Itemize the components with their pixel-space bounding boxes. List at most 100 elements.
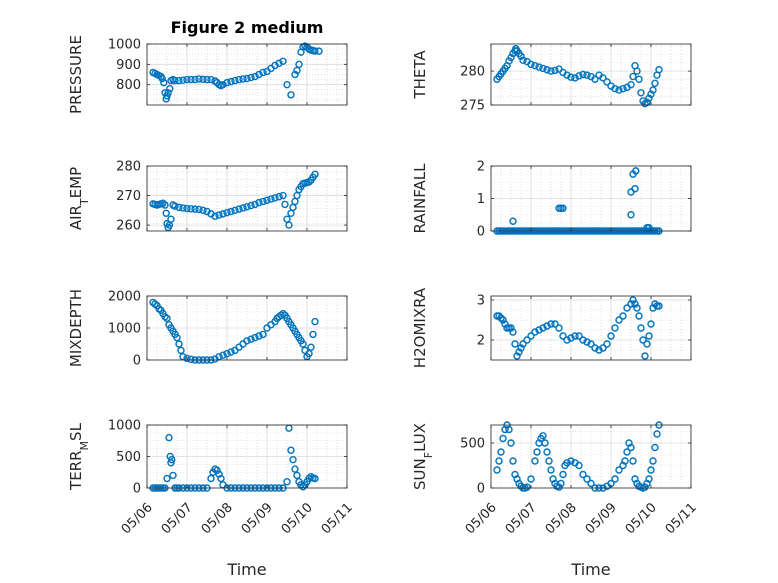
data-point — [168, 455, 176, 464]
data-point — [187, 205, 195, 213]
data-point — [575, 332, 583, 340]
x-tick-label: 05/10 — [279, 500, 316, 537]
data-point — [243, 337, 251, 345]
x-tick-label: 05/07 — [159, 500, 196, 537]
data-point — [647, 90, 655, 98]
data-point — [621, 457, 629, 465]
data-point — [203, 75, 211, 84]
data-point — [599, 74, 607, 82]
data-point — [545, 457, 553, 465]
data-point — [227, 207, 235, 216]
data-point — [523, 483, 531, 491]
data-point — [275, 193, 283, 201]
data-point — [281, 200, 289, 209]
data-point — [187, 355, 195, 364]
data-point — [285, 221, 293, 229]
data-point — [639, 336, 647, 344]
data-point — [535, 326, 543, 334]
data-point — [247, 201, 255, 210]
data-point — [227, 77, 235, 86]
data-point — [551, 320, 559, 328]
data-point — [307, 343, 315, 351]
data-point — [631, 185, 639, 193]
data-point — [267, 195, 275, 203]
data-point — [603, 340, 611, 348]
data-point — [187, 75, 195, 84]
data-point — [579, 70, 587, 79]
axes-box — [490, 43, 692, 106]
data-point — [559, 204, 567, 212]
data-point — [623, 304, 631, 312]
data-point — [629, 72, 637, 81]
y-tick-label: 1000 — [108, 38, 141, 53]
data-point — [227, 348, 235, 356]
data-point — [567, 73, 575, 81]
data-point — [207, 75, 215, 84]
y-tick-label: 0 — [133, 354, 141, 369]
data-point — [637, 89, 645, 97]
data-point — [539, 64, 547, 73]
data-point — [213, 466, 221, 475]
data-point — [647, 320, 655, 328]
data-point — [495, 312, 503, 320]
data-point — [497, 314, 505, 322]
x-tick-label: 05/11 — [663, 500, 700, 537]
subplot-2: 275 280 THETA — [411, 43, 692, 114]
data-point — [627, 300, 635, 308]
data-point — [559, 470, 567, 479]
x-tick-label: 05/08 — [543, 500, 580, 537]
data-point — [175, 340, 183, 348]
data-point — [315, 47, 323, 55]
data-point — [555, 324, 563, 332]
data-point — [509, 457, 517, 465]
data-point — [517, 52, 525, 60]
data-point — [291, 70, 299, 79]
data-point — [611, 85, 619, 93]
data-point — [179, 76, 187, 84]
y-tick-label: 500 — [116, 450, 141, 465]
data-point — [279, 191, 287, 200]
data-point — [501, 320, 509, 328]
data-point — [311, 170, 319, 178]
data-point — [183, 204, 191, 213]
data-point — [251, 333, 259, 342]
data-point — [583, 475, 591, 483]
data-point — [291, 465, 299, 473]
y-tick-label: 260 — [116, 219, 141, 234]
y-axis-label: SUNFLUX — [411, 423, 435, 490]
y-tick-label: 800 — [116, 78, 141, 93]
data-point — [195, 205, 203, 214]
data-point — [519, 340, 527, 348]
data-point — [615, 466, 623, 474]
y-tick-label: 1000 — [108, 419, 141, 434]
data-point — [287, 446, 295, 454]
data-point — [509, 328, 517, 336]
data-point — [611, 324, 619, 332]
x-tick-label: 05/06 — [463, 500, 500, 537]
data-point — [509, 217, 517, 225]
data-point — [259, 197, 267, 206]
data-point — [651, 443, 659, 452]
data-point — [507, 53, 515, 62]
data-point — [619, 312, 627, 320]
data-point — [161, 201, 169, 209]
plot-area — [491, 425, 691, 488]
data-point — [543, 448, 551, 456]
data-point — [507, 324, 515, 332]
data-point — [517, 344, 525, 352]
data-point — [649, 457, 657, 465]
x-tick-label: 05/09 — [239, 500, 276, 537]
y-tick-label: 280 — [460, 65, 485, 80]
data-point — [231, 206, 239, 215]
data-point — [631, 300, 639, 308]
data-point — [647, 466, 655, 474]
data-point — [531, 457, 539, 465]
data-point — [219, 351, 227, 359]
data-point — [547, 320, 555, 328]
data-point — [629, 296, 637, 304]
data-point — [583, 338, 591, 346]
y-axis-label: RAINFALL — [411, 163, 429, 234]
data-point — [207, 474, 215, 483]
data-point — [309, 330, 317, 339]
y-tick-label: 0 — [477, 482, 485, 497]
